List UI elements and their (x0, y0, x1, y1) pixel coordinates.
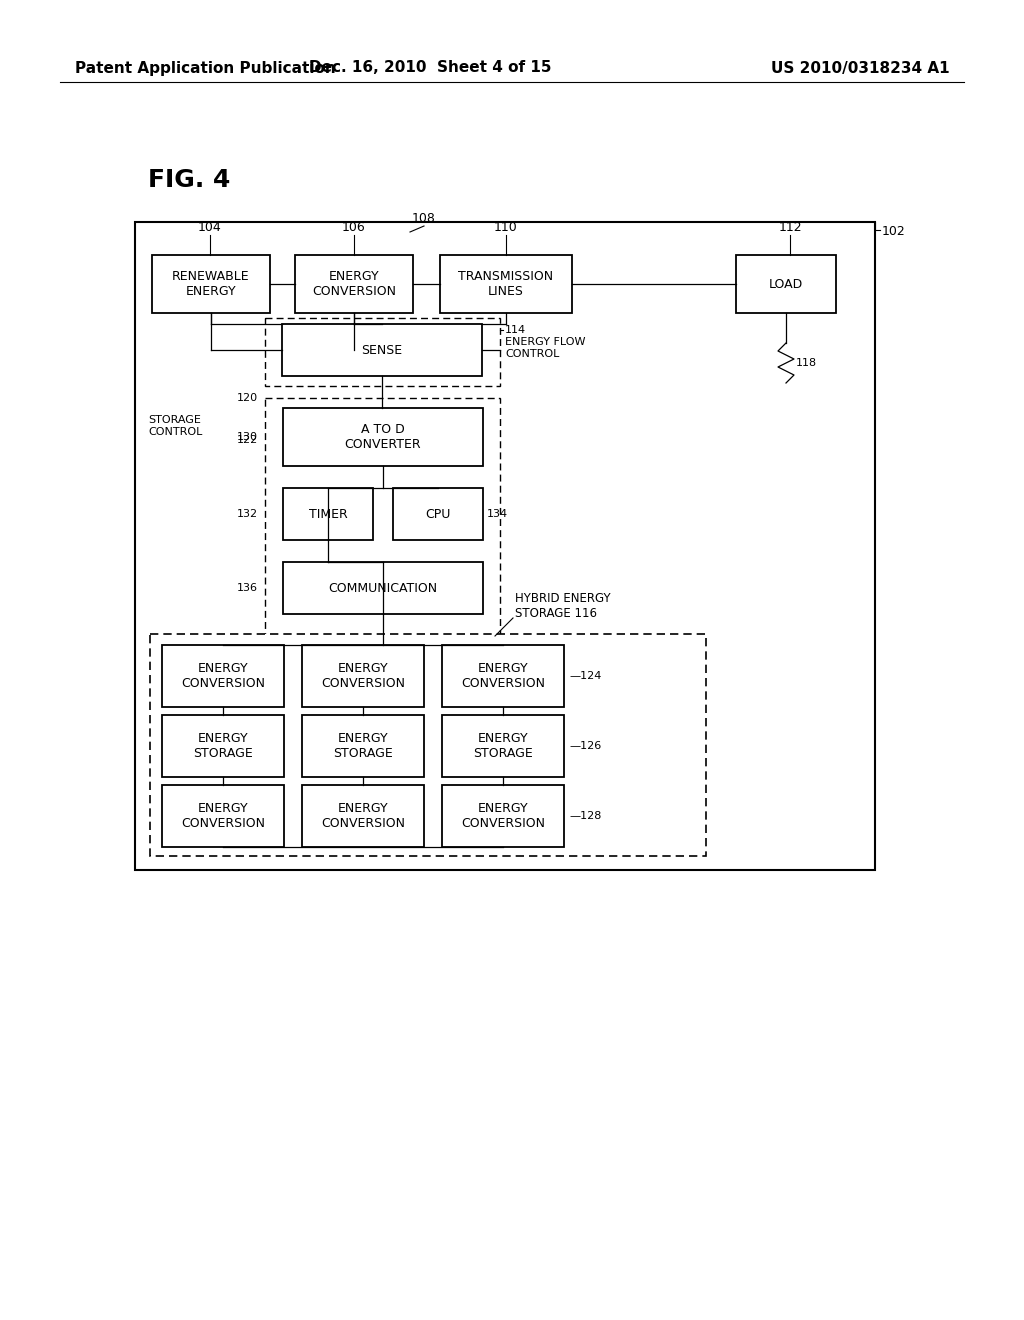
Bar (265, 399, 500, 656)
Bar (302, 645, 424, 708)
Bar (162, 715, 284, 777)
Text: 114: 114 (505, 325, 526, 335)
Text: ENERGY
CONVERSION: ENERGY CONVERSION (181, 663, 265, 690)
Text: LOAD: LOAD (769, 277, 803, 290)
Text: 132: 132 (237, 510, 258, 519)
Text: TRANSMISSION
LINES: TRANSMISSION LINES (459, 271, 554, 298)
Bar (283, 488, 373, 540)
Bar (162, 785, 284, 847)
Bar (152, 255, 270, 313)
Bar (393, 488, 483, 540)
Text: ENERGY
STORAGE: ENERGY STORAGE (473, 733, 532, 760)
Text: 104: 104 (198, 220, 222, 234)
Bar (282, 323, 482, 376)
Bar (442, 645, 564, 708)
Text: Patent Application Publication: Patent Application Publication (75, 61, 336, 75)
Text: 130: 130 (237, 432, 258, 442)
Text: 110: 110 (495, 220, 518, 234)
Text: 108: 108 (412, 213, 436, 224)
Text: FIG. 4: FIG. 4 (148, 168, 230, 191)
Text: US 2010/0318234 A1: US 2010/0318234 A1 (771, 61, 950, 75)
Bar (283, 408, 483, 466)
Text: CPU: CPU (425, 507, 451, 520)
Text: COMMUNICATION: COMMUNICATION (329, 582, 437, 594)
Text: STORAGE
CONTROL: STORAGE CONTROL (148, 414, 203, 437)
Text: 106: 106 (342, 220, 366, 234)
Text: —128: —128 (569, 810, 601, 821)
Bar (736, 255, 836, 313)
Text: ENERGY
STORAGE: ENERGY STORAGE (194, 733, 253, 760)
Bar (265, 318, 500, 385)
Text: ENERGY
CONVERSION: ENERGY CONVERSION (312, 271, 396, 298)
Bar (302, 715, 424, 777)
Text: ENERGY
CONVERSION: ENERGY CONVERSION (461, 803, 545, 830)
Text: 122: 122 (237, 436, 258, 445)
Bar (440, 255, 572, 313)
Bar (283, 562, 483, 614)
Bar (162, 645, 284, 708)
Bar (442, 785, 564, 847)
Text: HYBRID ENERGY
STORAGE 116: HYBRID ENERGY STORAGE 116 (515, 591, 610, 620)
Text: 120: 120 (237, 393, 258, 403)
Text: 118: 118 (796, 358, 817, 368)
Bar (135, 222, 874, 870)
Text: ENERGY
CONVERSION: ENERGY CONVERSION (321, 803, 406, 830)
Text: RENEWABLE
ENERGY: RENEWABLE ENERGY (172, 271, 250, 298)
Text: SENSE: SENSE (361, 343, 402, 356)
Text: 102: 102 (882, 224, 906, 238)
Bar (302, 785, 424, 847)
Text: ENERGY
CONVERSION: ENERGY CONVERSION (181, 803, 265, 830)
Text: —126: —126 (569, 741, 601, 751)
Text: ENERGY
CONVERSION: ENERGY CONVERSION (461, 663, 545, 690)
Text: —124: —124 (569, 671, 601, 681)
Bar (295, 255, 413, 313)
Text: ENERGY FLOW
CONTROL: ENERGY FLOW CONTROL (505, 337, 586, 359)
Text: ENERGY
CONVERSION: ENERGY CONVERSION (321, 663, 406, 690)
Bar (150, 634, 706, 855)
Text: 112: 112 (778, 220, 802, 234)
Text: TIMER: TIMER (308, 507, 347, 520)
Bar (442, 715, 564, 777)
Text: 136: 136 (237, 583, 258, 593)
Text: 134: 134 (487, 510, 508, 519)
Text: Dec. 16, 2010  Sheet 4 of 15: Dec. 16, 2010 Sheet 4 of 15 (309, 61, 551, 75)
Text: A TO D
CONVERTER: A TO D CONVERTER (345, 422, 421, 451)
Text: ENERGY
STORAGE: ENERGY STORAGE (333, 733, 393, 760)
